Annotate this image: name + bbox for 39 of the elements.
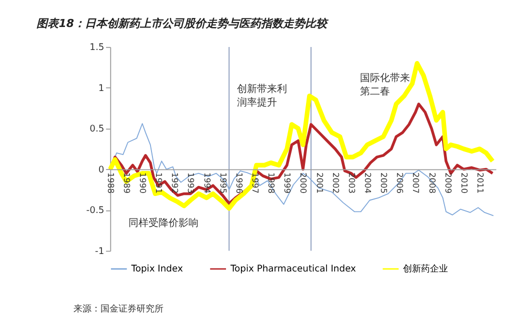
source-note: 来源：国金证券研究所 (73, 303, 164, 314)
x-tick-label: 1991 (154, 172, 164, 194)
x-tick-label: 2002 (330, 172, 341, 194)
x-tick-label: 2007 (411, 172, 422, 194)
x-tick-label: 2009 (443, 172, 454, 194)
y-tick-label: 1 (98, 82, 104, 94)
x-tick-label: 1997 (250, 172, 260, 194)
x-tick-label: 2003 (346, 172, 357, 194)
x-tick-label: 1994 (202, 172, 212, 194)
x-tick-label: 2004 (362, 172, 373, 194)
annotation: 创新带来利润率提升 (236, 82, 287, 109)
x-tick-label: 2008 (427, 172, 438, 194)
x-tick-label: 2005 (379, 172, 390, 194)
x-tick-label: 1989 (122, 172, 132, 194)
legend-label: 创新药企业 (403, 264, 448, 275)
x-tick-label: 2010 (459, 172, 470, 194)
y-tick-label: 0 (98, 164, 104, 176)
annotation: 同样受降价影响 (128, 217, 199, 230)
legend-label: Topix Pharmaceutical Index (229, 264, 357, 275)
x-tick-label: 2006 (395, 172, 406, 194)
annotation: 国际化带来第二春 (360, 72, 410, 98)
y-tick-label: -1 (95, 246, 104, 258)
x-tick-label: 1996 (234, 172, 244, 194)
y-tick-label: 1.5 (90, 42, 104, 54)
chart-title: 图表18：日本创新药上市公司股价走势与医药指数走势比较 (36, 16, 330, 30)
x-tick-label: 2011 (475, 172, 486, 194)
legend-label: Topix Index (130, 264, 184, 275)
x-tick-label: 1998 (266, 172, 277, 194)
line-series (108, 60, 495, 211)
x-tick-label: 2001 (314, 172, 325, 194)
y-tick-label: 0.5 (90, 124, 104, 135)
x-tick-label: 1990 (138, 172, 148, 194)
x-tick-label: 1992 (170, 172, 180, 194)
y-tick-label: -0.5 (86, 205, 104, 216)
x-tick-label: 2000 (298, 172, 309, 194)
x-tick-label: 1993 (186, 172, 196, 194)
x-tick-label: 1999 (282, 172, 293, 194)
x-tick-label: 1995 (218, 172, 228, 194)
x-tick-label: 1988 (106, 172, 116, 194)
